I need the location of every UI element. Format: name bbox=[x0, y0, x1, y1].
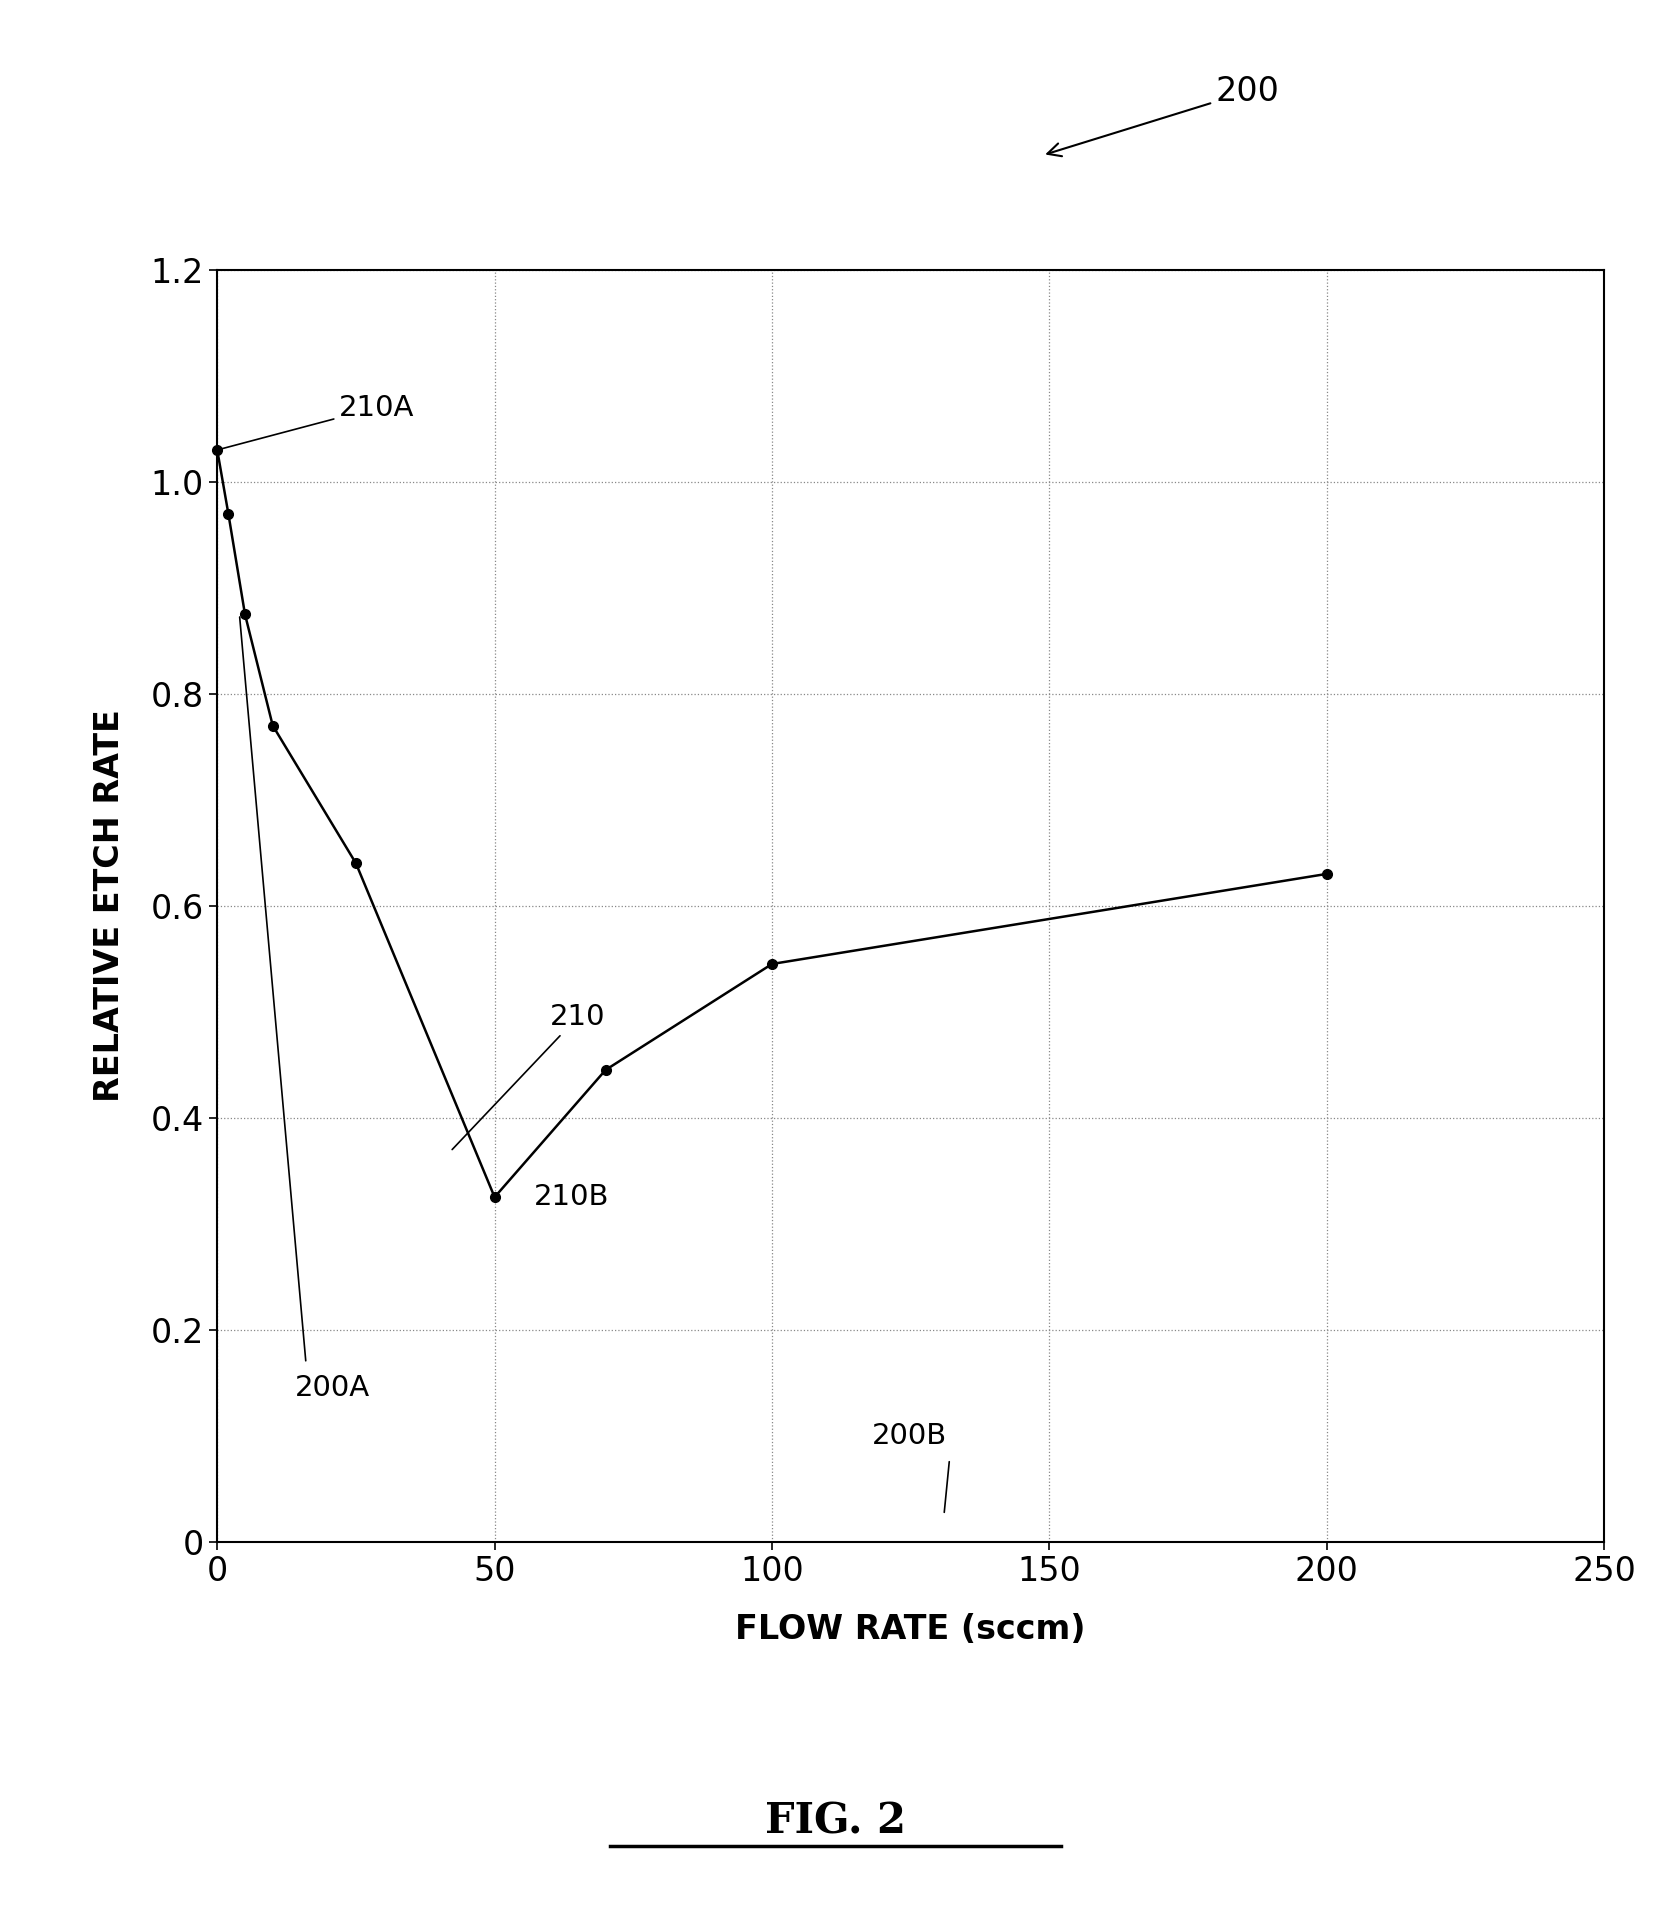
Text: 210: 210 bbox=[453, 1002, 605, 1150]
Text: FIG. 2: FIG. 2 bbox=[765, 1800, 906, 1842]
Text: 210A: 210A bbox=[221, 393, 414, 449]
Text: 200: 200 bbox=[1048, 75, 1280, 156]
X-axis label: FLOW RATE (sccm): FLOW RATE (sccm) bbox=[735, 1613, 1086, 1646]
Text: 210B: 210B bbox=[533, 1183, 608, 1212]
Text: 200A: 200A bbox=[294, 1374, 369, 1403]
Y-axis label: RELATIVE ETCH RATE: RELATIVE ETCH RATE bbox=[92, 709, 125, 1102]
Text: 200B: 200B bbox=[872, 1422, 947, 1449]
